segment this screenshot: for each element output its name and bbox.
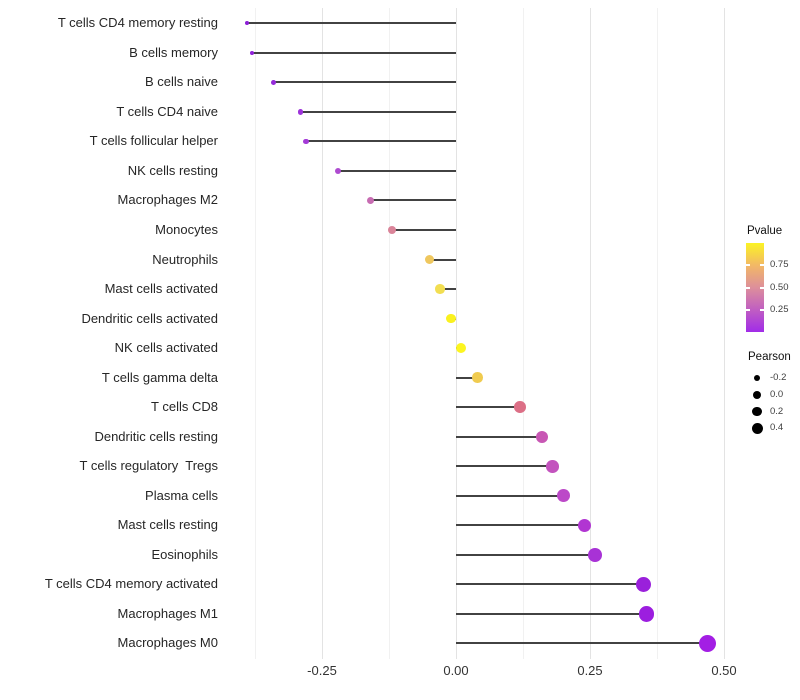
category-label: Dendritic cells activated [81,310,218,326]
category-label: Neutrophils [152,251,218,267]
colorbar-tick-mark [760,286,764,289]
lollipop-point [588,547,603,562]
colorbar-tick-mark [746,308,750,311]
colorbar-tick-mark [746,264,750,267]
x-tick-label: 0.00 [443,663,469,678]
lollipop-point [556,489,570,503]
lollipop-stem [456,612,647,615]
category-label: T cells gamma delta [101,369,218,385]
lollipop-point [271,79,277,85]
category-label: B cells naive [145,74,218,90]
pearson-size-key-label: -0.2 [770,372,787,383]
lollipop-stem [391,229,456,231]
lollipop-stem [300,110,456,113]
colorbar-tick-label: 0.50 [770,281,789,293]
lollipop-point [435,284,445,294]
pearson-size-key-dot [751,422,763,434]
colorbar-tick-label: 0.75 [770,259,789,271]
lollipop-point [636,576,652,592]
pvalue-legend-title: Pvalue [747,225,783,237]
category-label: T cells regulatory Tregs [79,458,218,474]
minor-gridline [523,8,524,659]
pearson-size-key-dot [752,390,762,399]
lollipop-point [577,518,592,533]
major-gridline [322,8,323,659]
lollipop-point [334,167,342,175]
lollipop-stem [456,465,553,468]
lollipop-stem [456,524,585,527]
colorbar-tick-mark [760,264,764,267]
category-label: T cells CD4 memory activated [44,576,218,592]
lollipop-point [366,196,374,205]
lollipop-stem [456,494,564,497]
minor-gridline [255,8,256,659]
lollipop-point [638,606,654,622]
lollipop-point [514,401,527,414]
lollipop-point [546,459,559,473]
colorbar-tick-mark [746,286,750,289]
lollipop-point [445,313,456,324]
pearson-legend-title: Pearson [748,351,791,363]
category-label: Dendritic cells resting [94,428,218,444]
lollipop-stem [273,81,456,84]
category-label: B cells memory [129,44,218,60]
colorbar-tick-mark [760,308,764,311]
pearson-size-key-dot [753,374,761,382]
plot-panel [221,8,734,659]
pearson-size-key-label: 0.0 [770,388,784,400]
minor-gridline [389,8,390,659]
category-label: Macrophages M1 [117,605,218,621]
category-label: T cells follicular helper [89,133,218,149]
pvalue-gradient-bar [746,243,764,332]
lollipop-stem [456,376,478,379]
lollipop-stem [439,288,456,291]
category-label: Macrophages M0 [117,635,218,651]
lollipop-stem [456,553,596,556]
major-gridline [590,8,591,659]
pearson-size-key-label: 0.2 [770,405,784,417]
lollipop-stem [429,258,456,261]
major-gridline [724,8,725,659]
category-label: Mast cells resting [117,517,218,533]
pearson-size-key-label: 0.4 [770,422,784,434]
pearson-size-key-dot [752,406,762,417]
lollipop-stem [252,51,456,54]
lollipop-stem [456,583,644,586]
lollipop-point [387,225,396,235]
lollipop-point [699,634,717,652]
category-label: Eosinophils [151,546,219,562]
lollipop-point [250,50,255,55]
lollipop-stem [456,642,708,645]
category-label: Plasma cells [145,487,218,503]
lollipop-point [456,343,467,354]
lollipop-point [424,254,434,265]
lollipop-stem [456,435,542,438]
category-label: NK cells activated [114,340,218,356]
category-label: NK cells resting [127,162,218,178]
category-label: T cells CD4 memory resting [57,15,218,31]
category-label: Mast cells activated [104,281,218,297]
category-label: T cells CD4 naive [116,103,218,119]
category-label: Monocytes [155,222,218,237]
lollipop-stem [305,140,456,143]
minor-gridline [657,8,658,659]
lollipop-point [303,138,309,145]
lollipop-point [535,430,548,443]
lollipop-point [244,21,249,26]
major-gridline [456,8,457,659]
category-label: Macrophages M2 [117,192,218,208]
lollipop-point [472,372,483,383]
lollipop-stem [338,169,456,172]
x-tick-label: -0.25 [307,663,337,678]
lollipop-point [297,109,304,115]
lollipop-stem [370,199,456,202]
category-label: T cells CD8 [151,399,218,415]
x-tick-label: 0.25 [577,663,603,678]
x-tick-label: 0.50 [711,663,737,678]
lollipop-stem [246,22,456,25]
colorbar-tick-label: 0.25 [770,303,789,315]
lollipop-stem [456,406,521,409]
